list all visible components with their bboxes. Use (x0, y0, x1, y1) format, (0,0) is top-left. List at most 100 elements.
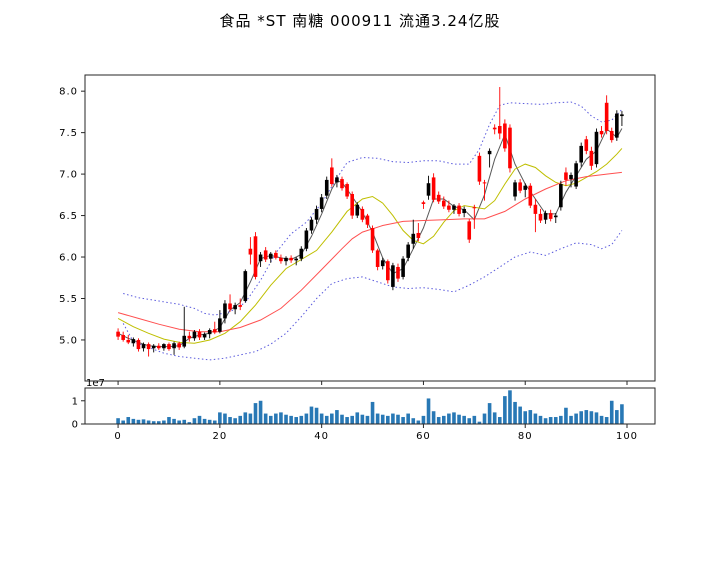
volume-bar (615, 410, 619, 424)
candle-body (162, 344, 166, 349)
candle-body (156, 345, 161, 349)
candle-body (477, 155, 482, 182)
volume-bar (233, 418, 237, 424)
chart-title: 食品 *ST 南糖 000911 流通3.24亿股 (219, 12, 501, 30)
volume-bar (421, 415, 426, 424)
candle-body (167, 344, 171, 350)
volume-bar (299, 415, 304, 424)
volume-bar (187, 422, 192, 424)
candle-body (136, 339, 141, 350)
volume-bar (594, 412, 599, 424)
ma-mid-line (117, 148, 623, 344)
candle-body (447, 205, 451, 210)
volume-bar (350, 415, 354, 424)
volume-x-tick-label: 80 (518, 431, 533, 442)
volume-x-tick-label: 60 (416, 431, 431, 442)
candle-body (207, 330, 212, 335)
volume-x-tick-label: 20 (212, 431, 227, 442)
candle-body (177, 343, 181, 348)
candle-body (467, 221, 472, 240)
candle-body (289, 257, 293, 261)
candle-body (319, 197, 324, 209)
volume-bar (263, 413, 268, 424)
candle-body (121, 334, 125, 340)
volume-bar (146, 420, 151, 424)
candle-body (360, 208, 365, 220)
volume-bar (406, 413, 410, 424)
volume-bar (375, 413, 380, 424)
volume-bar (482, 413, 487, 424)
volume-bar (396, 414, 400, 424)
volume-bar (559, 415, 563, 424)
candle-body (462, 208, 466, 214)
volume-bar (386, 415, 390, 424)
candle-body (553, 215, 558, 218)
volume-bar (513, 401, 517, 424)
candle-body (441, 200, 446, 207)
candle-body (197, 331, 202, 338)
volume-bar (279, 412, 283, 424)
volume-bar (355, 412, 360, 424)
candle-body (543, 213, 548, 220)
candle-body (355, 204, 360, 216)
price-y-tick-label: 6.5 (59, 211, 78, 222)
volume-bar (503, 396, 507, 424)
volume-bar (518, 406, 522, 424)
price-panel-frame (84, 74, 656, 382)
candle-body (452, 205, 456, 210)
volume-bar (477, 421, 482, 424)
candle-body (146, 344, 151, 350)
candle-body (487, 150, 492, 155)
volume-bar (472, 415, 477, 424)
volume-bar (248, 413, 253, 424)
price-y-tick-label: 6.0 (59, 253, 78, 264)
candle-body (309, 219, 314, 231)
volume-bar (172, 418, 176, 424)
candle-body (523, 185, 528, 190)
candle-body (421, 202, 426, 204)
volume-bar (609, 400, 614, 424)
volume-bar (319, 413, 324, 424)
volume-bar (391, 413, 395, 424)
candle-body (457, 205, 461, 214)
candle-body (406, 244, 410, 258)
candle-body (579, 145, 584, 163)
candle-body (299, 248, 304, 259)
candle-body (599, 130, 604, 135)
volume-bar (401, 417, 405, 424)
volume-bar (431, 411, 436, 424)
volume-bar (284, 414, 288, 424)
candle-body (324, 179, 329, 196)
volume-bar (268, 415, 273, 424)
volume-bar (380, 414, 385, 424)
volume-x-tick-label: 40 (314, 431, 329, 442)
volume-bar (131, 418, 136, 424)
volume-bar (462, 415, 466, 424)
candle-body (497, 126, 502, 134)
volume-bar (192, 418, 197, 424)
volume-bar (370, 401, 375, 424)
volume-bar (543, 418, 548, 424)
volume-bar (447, 413, 451, 424)
volume-bar (538, 415, 543, 424)
volume-y-tick-label: 0 (72, 420, 78, 431)
candle-body (396, 266, 400, 279)
candle-body (116, 331, 120, 337)
ma-long-line (117, 171, 622, 333)
candle-body (538, 213, 543, 221)
volume-bar (441, 415, 446, 424)
candle-body (370, 228, 375, 251)
volume-bar (238, 415, 243, 424)
volume-bar (228, 417, 232, 424)
volume-bar (167, 417, 171, 424)
volume-bar (492, 412, 497, 424)
candle-body (304, 230, 309, 249)
volume-panel-frame (84, 387, 656, 425)
candle-body (228, 303, 232, 310)
candle-body (350, 194, 354, 216)
candle-body (426, 183, 431, 196)
candle-body (335, 177, 339, 183)
candle-body (187, 335, 192, 339)
